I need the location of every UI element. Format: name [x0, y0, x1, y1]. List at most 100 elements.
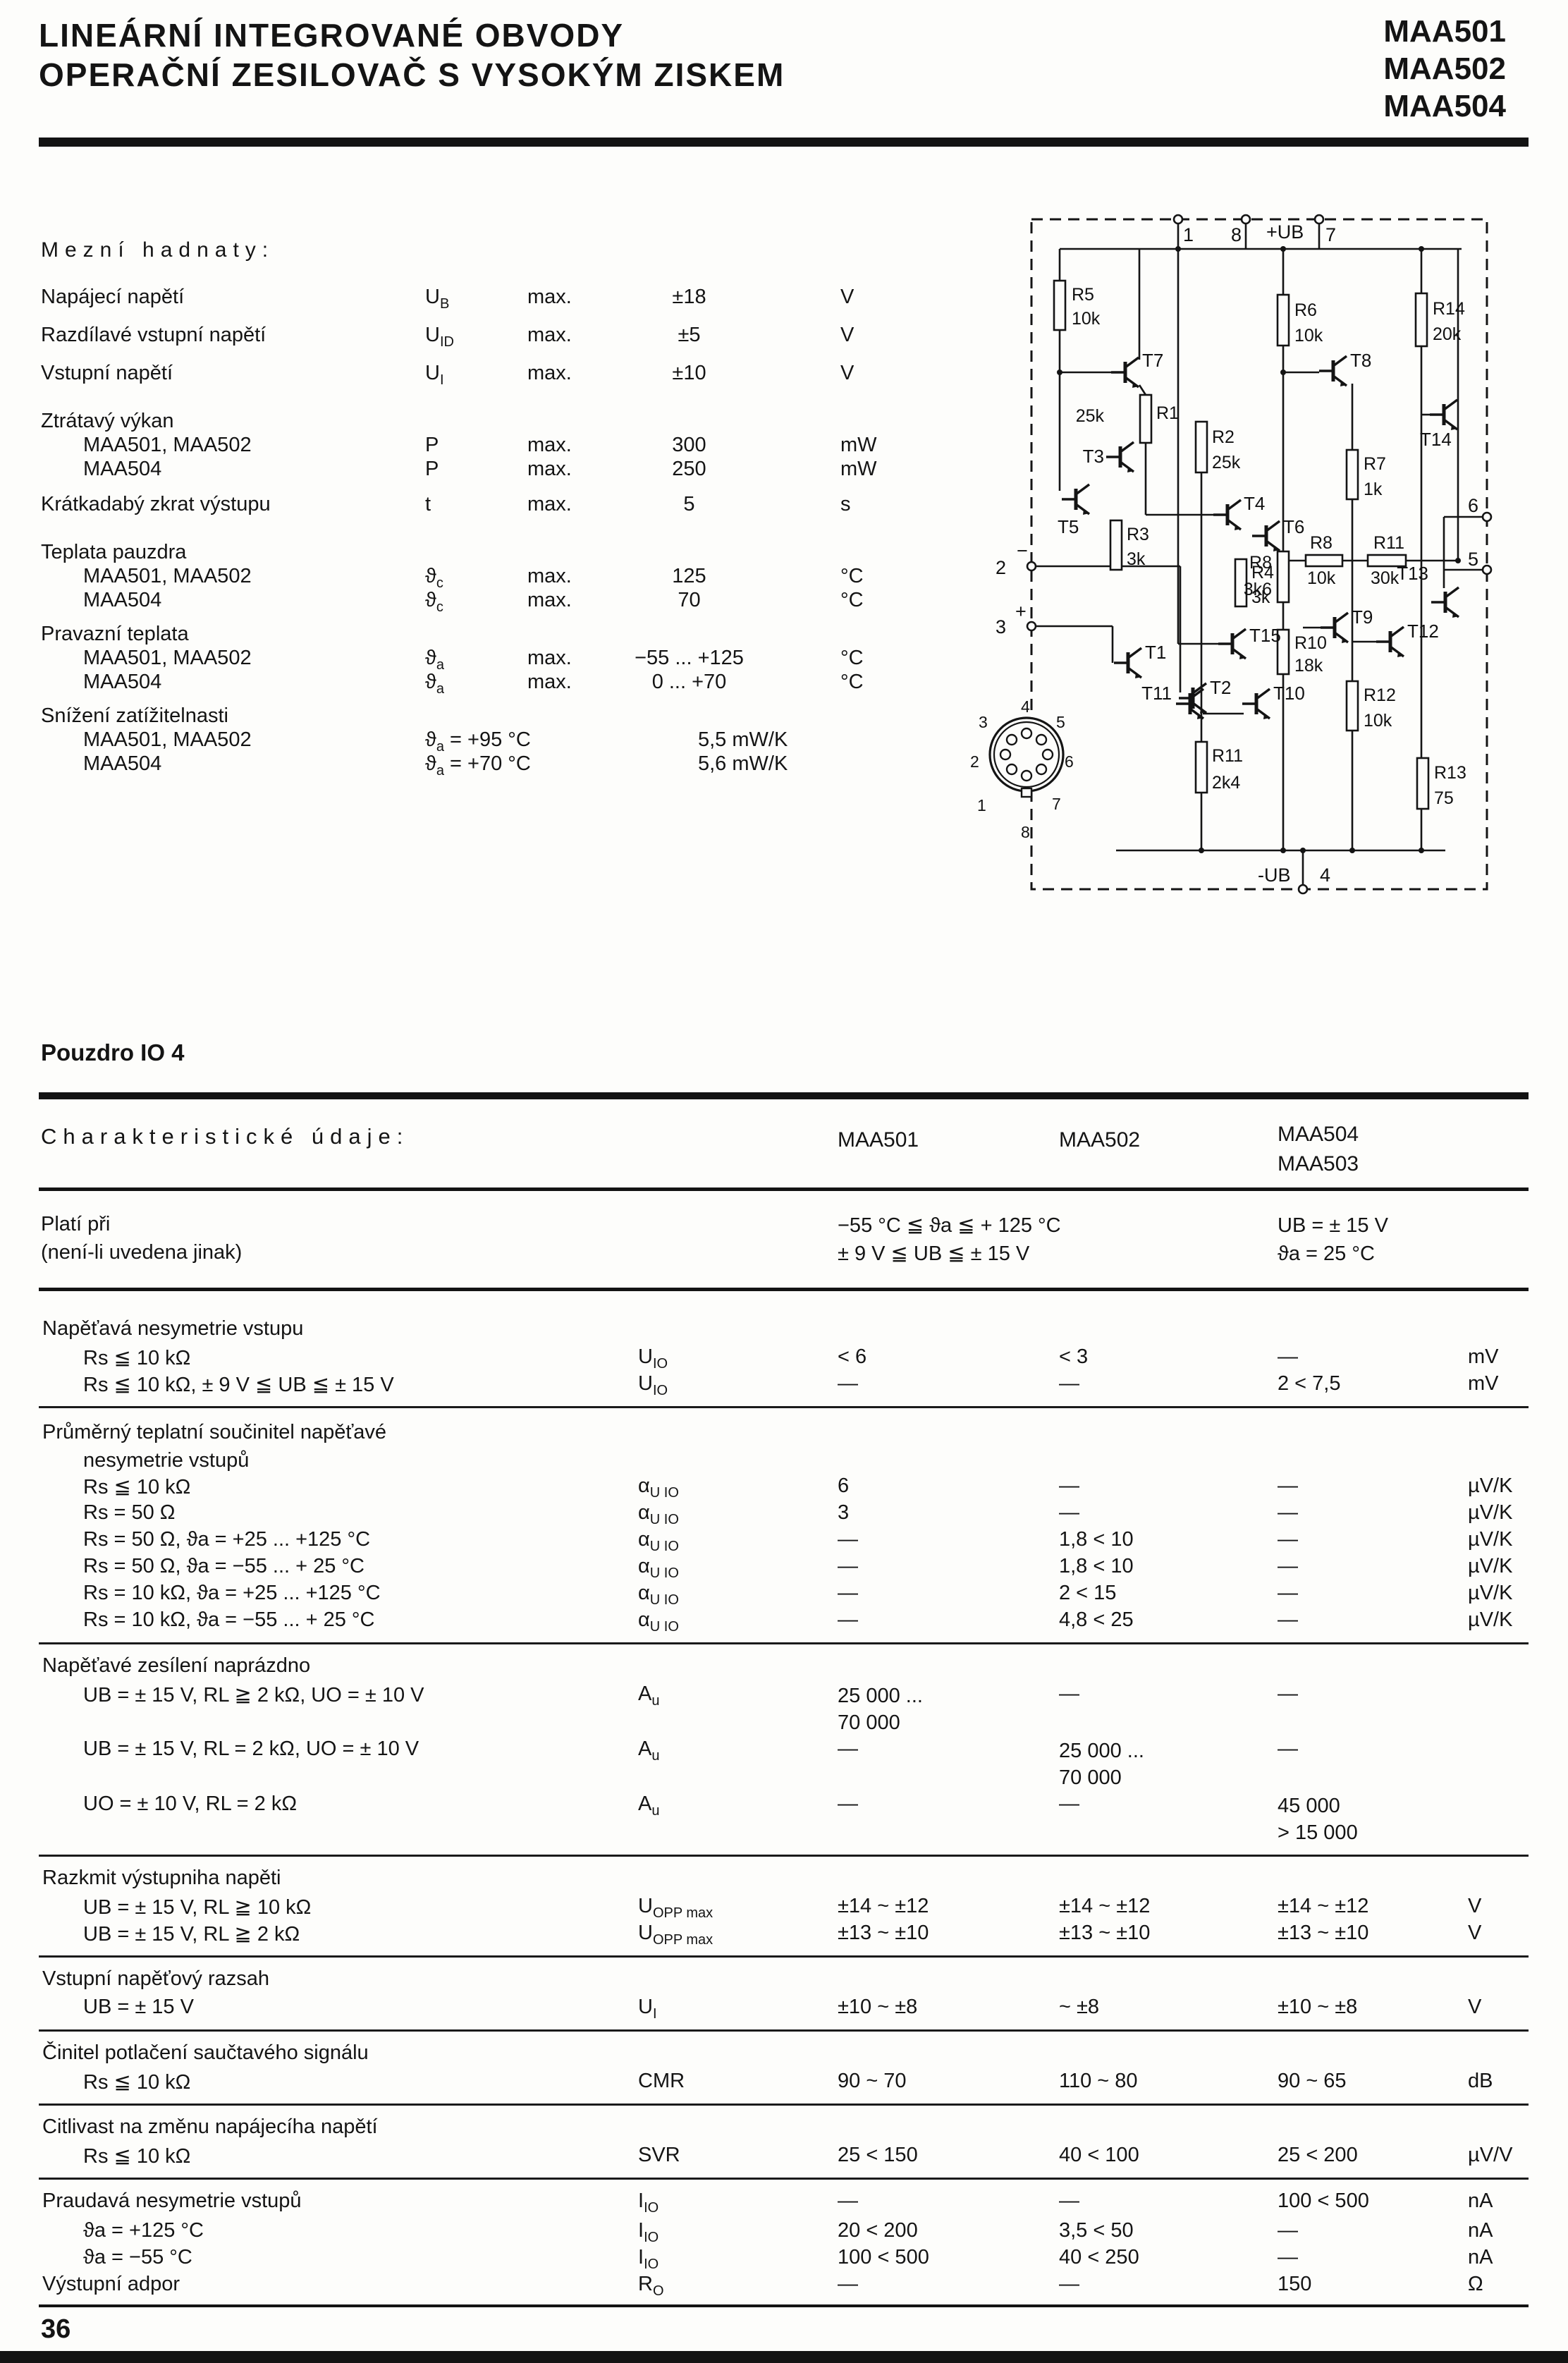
part-number: MAA502 — [1383, 51, 1506, 86]
value: 110 ~ 80 — [1059, 2070, 1138, 2092]
section-heading-line: Citlivast na změnu napájecíha napětí — [42, 2115, 378, 2138]
table-row: Rs ≦ 10 kΩ, ± 9 V ≦ UB ≦ ± 15 V UIO — — 2 < … — [0, 1372, 1568, 1399]
symbol: αU IO — [638, 1555, 679, 1581]
device-label: MAA501, MAA502 — [83, 728, 252, 751]
limit-value: ±5 — [678, 324, 701, 346]
resistor-value: 25k — [1212, 453, 1241, 472]
resistor-ref: R10 — [1294, 633, 1327, 653]
table-row: UB = ± 15 V UI ±10 ~ ±8 ~ ±8 ±10 ~ ±8 V — [0, 1996, 1568, 2022]
unit: dB — [1468, 2070, 1493, 2092]
value: — — [1278, 1683, 1298, 1705]
limits-group-label: Pravazní teplata — [41, 623, 972, 647]
section-heading: Vstupní napěťový razsah — [0, 1967, 1568, 1996]
group-label: Teplata pauzdra — [41, 541, 187, 563]
resistor-value: 10k — [1307, 568, 1336, 588]
unit: mW — [840, 434, 877, 456]
symbol: ϑa — [425, 647, 444, 673]
section-heading: Činitel potlačení saučtavého signálu — [0, 2041, 1568, 2070]
title-line-1: LINEÁRNÍ INTEGROVANÉ OBVODY — [39, 17, 625, 54]
resistor-labels: R5 10k R6 10k R14 20k 25k R1 R2 25k R3 3… — [1072, 285, 1466, 808]
value: ±13 ~ ±10 — [838, 1922, 929, 1944]
symbol: IIO — [638, 2246, 659, 2272]
condition-label: UB = ± 15 V — [83, 1996, 194, 2018]
table-row: Rs ≦ 10 kΩ CMR 90 ~ 70 110 ~ 80 90 ~ 65 dB — [0, 2070, 1568, 2096]
part-number: MAA501 — [1383, 14, 1506, 49]
table-row: Rs = 50 Ω, ϑa = +25 ... +125 °C αU IO — 1,8… — [0, 1528, 1568, 1555]
resistor-ref: R5 — [1072, 285, 1094, 305]
header-rule — [39, 138, 1529, 147]
limit-value: −55 ... +125 — [635, 647, 744, 669]
resistor-value: 1k — [1364, 480, 1383, 499]
condition-label: Rs ≦ 10 kΩ — [83, 2145, 191, 2168]
value: — — [1278, 1345, 1298, 1368]
pin-label: 3 — [996, 616, 1006, 637]
symbol: UID — [425, 324, 454, 350]
circuit-schematic: R5 10k R6 10k R14 20k 25k R1 R2 25k R3 3… — [970, 214, 1493, 895]
condition-label: Rs = 10 kΩ, ϑa = −55 ... + 25 °C — [83, 1608, 375, 1631]
symbol: P — [425, 458, 439, 480]
pin-label: 6 — [1468, 495, 1478, 516]
resistor-ref: R14 — [1433, 299, 1465, 319]
table-row: Rs = 10 kΩ, ϑa = −55 ... + 25 °C αU IO — 4,… — [0, 1608, 1568, 1635]
value: — — [838, 1555, 858, 1577]
transistor-ref: T15 — [1249, 625, 1281, 646]
resistor-ref: R13 — [1434, 763, 1466, 783]
section-rule — [39, 1187, 1529, 1191]
value: — — [1278, 1555, 1298, 1577]
resistor-value: 3k6 — [1244, 580, 1272, 599]
value: ~ ±8 — [1059, 1996, 1100, 2018]
symbol: SVR — [638, 2144, 680, 2166]
footer-rule — [39, 2304, 1529, 2307]
limits-row: MAA504 ϑc max. 70 °C — [41, 589, 972, 615]
section-rule — [39, 1288, 1529, 1291]
resistor-ref: R6 — [1294, 300, 1317, 320]
value: ±10 ~ ±8 — [1278, 1996, 1358, 2018]
validity-conditions-maa504: UB = ± 15 V ϑa = 25 °C — [1278, 1211, 1388, 1268]
schematic-nodes — [1057, 246, 1461, 853]
symbol: ϑc — [425, 565, 443, 591]
value: — — [1278, 1474, 1298, 1497]
transistor-ref: T3 — [1083, 446, 1104, 467]
max-label: max. — [527, 458, 572, 480]
limit-value: 70 — [678, 589, 701, 611]
package-pin-number: 8 — [1021, 823, 1030, 841]
value: 3,5 < 50 — [1059, 2219, 1134, 2242]
param-label: Napájecí napětí — [41, 286, 185, 308]
limits-row: MAA501, MAA502 ϑa max. −55 ... +125 °C — [41, 647, 972, 673]
value: — — [838, 1608, 858, 1631]
section-heading-line: Razkmit výstupniha napěti — [42, 1867, 281, 1889]
section-divider — [39, 2029, 1529, 2032]
section-divider — [39, 2104, 1529, 2106]
transistor-labels: T7 T8 T14 T3 T5 T4 T6 T15 T9 T2 T1 T11 T… — [1058, 350, 1452, 704]
section-divider — [39, 1406, 1529, 1408]
limits-row: Krátkadabý zkrat výstupu t max. 5 s — [41, 493, 972, 531]
condition-line: ϑa = 25 °C — [1278, 1242, 1375, 1265]
param-label: Vstupní napětí — [41, 362, 173, 384]
condition-label: Rs = 50 Ω, ϑa = −55 ... + 25 °C — [83, 1555, 365, 1577]
value: 3 — [838, 1501, 850, 1524]
unit: µV/K — [1468, 1582, 1513, 1604]
pin-label: 5 — [1468, 549, 1478, 570]
section-heading: Napěťavé zesílení naprázdno — [0, 1654, 1568, 1683]
table-row: Výstupní adpor RO — — 150 Ω — [0, 2273, 1568, 2302]
transistor-ref: T1 — [1145, 642, 1166, 663]
transistor-ref: T2 — [1210, 677, 1231, 698]
section-divider — [39, 2178, 1529, 2180]
value: — — [1278, 1528, 1298, 1551]
value: — — [838, 1738, 858, 1760]
value: ±10 ~ ±8 — [838, 1996, 918, 2018]
column-header-maa503: MAA503 — [1278, 1152, 1359, 1176]
condition-label: UB = ± 15 V, RL ≧ 2 kΩ — [83, 1923, 300, 1946]
condition-label: Rs ≦ 10 kΩ — [83, 1476, 191, 1498]
unit: °C — [840, 671, 864, 693]
condition-label: Rs = 10 kΩ, ϑa = +25 ... +125 °C — [83, 1582, 381, 1604]
value: 20 < 200 — [838, 2219, 918, 2242]
max-label: max. — [527, 286, 572, 308]
condition-line: ± 9 V ≦ UB ≦ ± 15 V — [838, 1242, 1030, 1265]
limits-row: Vstupní napětí UI max. ±10 V — [41, 362, 972, 400]
value: — — [1059, 1683, 1079, 1705]
limit-value: ±18 — [672, 286, 706, 308]
unit: mV — [1468, 1372, 1499, 1395]
table-row: Rs = 10 kΩ, ϑa = +25 ... +125 °C αU IO — 2 … — [0, 1582, 1568, 1608]
limit-value: 300 — [672, 434, 706, 456]
